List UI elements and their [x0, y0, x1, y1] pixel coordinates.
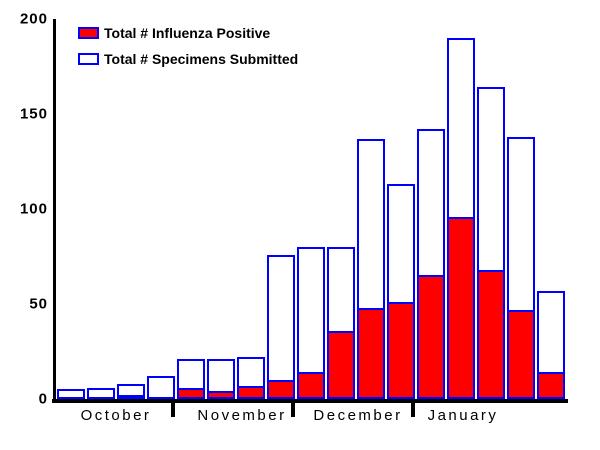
bar-week-4-specimens-submitted: [147, 376, 175, 399]
month-label-december: December: [313, 407, 403, 424]
legend-label-specimens-submitted: Total # Specimens Submitted: [104, 51, 299, 67]
bar-week-11-specimens-submitted: [357, 139, 385, 399]
x-axis-line: [52, 399, 568, 403]
bar-week-16-specimens-submitted: [507, 137, 535, 399]
bar-week-2-specimens-submitted: [87, 388, 115, 399]
bar-week-5-influenza-positive: [179, 388, 203, 397]
bar-week-1-specimens-submitted: [57, 389, 85, 399]
y-axis-line: [53, 19, 56, 403]
bar-week-12-influenza-positive: [389, 302, 413, 397]
bar-week-8-influenza-positive: [269, 380, 293, 397]
bar-week-17-influenza-positive: [539, 372, 563, 397]
bar-week-3-specimens-submitted: [117, 384, 145, 399]
bar-week-15-influenza-positive: [479, 270, 503, 397]
white-outline-swatch-icon: [78, 53, 99, 65]
bar-week-10-influenza-positive: [329, 331, 353, 397]
y-tick-label-50: 50: [29, 295, 48, 313]
bar-week-5-specimens-submitted: [177, 359, 205, 399]
bar-week-9-influenza-positive: [299, 372, 323, 397]
bar-week-8-specimens-submitted: [267, 255, 295, 399]
y-tick-label-200: 200: [19, 10, 48, 28]
month-boundary-tick-3: [411, 403, 415, 417]
bar-week-14-influenza-positive: [449, 217, 473, 397]
legend-item-influenza-positive: Total # Influenza Positive: [78, 20, 298, 46]
bar-week-3-influenza-positive: [119, 395, 143, 397]
bar-week-15-specimens-submitted: [477, 87, 505, 399]
bar-week-12-specimens-submitted: [387, 184, 415, 399]
month-label-november: November: [197, 407, 287, 424]
bar-week-13-specimens-submitted: [417, 129, 445, 399]
bar-week-6-specimens-submitted: [207, 359, 235, 399]
legend: Total # Influenza Positive Total # Speci…: [78, 20, 298, 72]
legend-item-specimens-submitted: Total # Specimens Submitted: [78, 46, 298, 72]
bar-week-6-influenza-positive: [209, 391, 233, 397]
y-tick-label-150: 150: [19, 105, 48, 123]
bar-week-17-specimens-submitted: [537, 291, 565, 399]
bar-week-7-specimens-submitted: [237, 357, 265, 399]
bar-week-9-specimens-submitted: [297, 247, 325, 399]
bar-week-14-specimens-submitted: [447, 38, 475, 399]
legend-label-influenza-positive: Total # Influenza Positive: [104, 25, 271, 41]
bar-week-7-influenza-positive: [239, 386, 263, 397]
bar-week-16-influenza-positive: [509, 310, 533, 397]
month-label-january: January: [427, 407, 499, 424]
month-boundary-tick-1: [171, 403, 175, 417]
bar-week-11-influenza-positive: [359, 308, 383, 397]
bar-week-13-influenza-positive: [419, 275, 443, 397]
month-label-october: October: [80, 407, 152, 424]
y-tick-label-0: 0: [38, 390, 48, 408]
bar-week-10-specimens-submitted: [327, 247, 355, 399]
red-filled-swatch-icon: [78, 27, 99, 39]
month-boundary-tick-2: [291, 403, 295, 417]
y-tick-label-100: 100: [19, 200, 48, 218]
